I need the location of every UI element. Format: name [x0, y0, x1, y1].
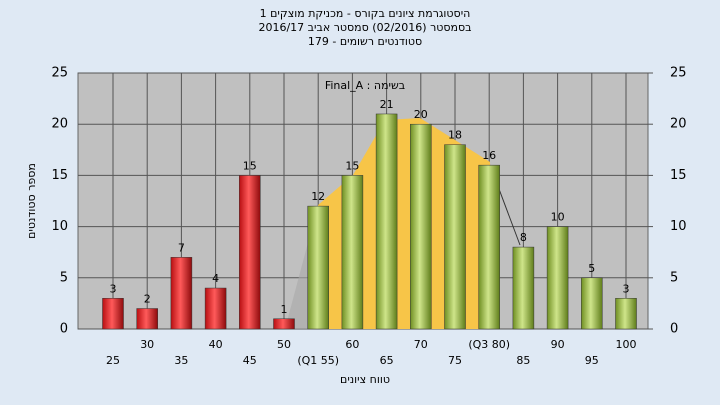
value-label: 1: [281, 303, 288, 316]
y-tick-label: 25: [51, 66, 68, 81]
x-tick-label: 75: [448, 354, 462, 367]
x-axis-label: טווח ציונים: [340, 373, 390, 386]
x-tick-label: 50: [277, 338, 291, 351]
annotation: Final_A : בשימה: [325, 79, 405, 92]
y2-tick-label: 5: [670, 270, 678, 285]
y2-tick-label: 25: [670, 66, 687, 81]
y-axis-label: מספר סטודנטים: [25, 163, 38, 239]
value-label: 3: [623, 282, 630, 295]
value-label: 4: [212, 272, 219, 285]
y2-tick-label: 15: [670, 168, 687, 183]
x-tick-label: 35: [174, 354, 188, 367]
bar: [615, 298, 637, 330]
x-tick-label: 95: [585, 354, 599, 367]
x-tick-label: 40: [209, 338, 223, 351]
y-tick-label: 5: [60, 270, 68, 285]
value-label: 12: [311, 190, 325, 203]
x-tick-label: 85: [516, 354, 530, 367]
x-tick-label: 70: [414, 338, 428, 351]
x-tick-label: 90: [551, 338, 565, 351]
title-line: סטודנטים רשומים - 179: [308, 35, 422, 48]
bar: [341, 175, 364, 330]
y-tick-label: 10: [51, 219, 68, 234]
x-tick-label: 60: [345, 338, 359, 351]
bar: [512, 246, 535, 330]
x-tick-label: (Q3 80): [468, 338, 510, 351]
value-label: 15: [345, 159, 359, 172]
bar: [102, 298, 124, 330]
value-label: 8: [520, 231, 527, 244]
bar: [136, 308, 158, 330]
bar: [273, 318, 295, 330]
bar: [444, 144, 466, 330]
y2-tick-label: 10: [670, 219, 687, 234]
y-tick-label: 20: [51, 117, 68, 132]
value-label: 20: [414, 108, 428, 121]
x-tick-label: 65: [380, 354, 394, 367]
value-label: 7: [178, 241, 185, 254]
x-tick-label: 30: [140, 338, 154, 351]
value-label: 15: [243, 159, 257, 172]
value-label: 5: [588, 262, 595, 275]
title-line: היסטוגרמת ציונים בקורס - מכניקת מוצקים 1: [260, 7, 471, 20]
value-label: 21: [380, 98, 394, 111]
value-label: 16: [482, 149, 496, 162]
bar: [546, 226, 569, 330]
value-label: 3: [110, 282, 117, 295]
bar: [410, 123, 432, 330]
x-tick-label: 100: [616, 338, 637, 351]
y-tick-label: 0: [60, 322, 68, 337]
bar: [239, 175, 261, 330]
bar: [581, 277, 603, 330]
bar: [170, 257, 193, 330]
x-tick-label: 25: [106, 354, 120, 367]
y2-tick-label: 0: [670, 322, 678, 337]
y-tick-label: 15: [51, 168, 68, 183]
title-line: בסמסטר (02/2016) סמסטר אביב 2016/17: [258, 21, 471, 34]
x-tick-label: 45: [243, 354, 257, 367]
value-label: 18: [448, 129, 462, 142]
bar: [375, 113, 398, 330]
value-label: 2: [144, 293, 151, 306]
bar: [204, 287, 227, 330]
bar: [307, 205, 329, 330]
bar: [478, 164, 500, 330]
x-tick-label: (Q1 55): [297, 354, 339, 367]
value-label: 10: [551, 211, 565, 224]
y2-tick-label: 20: [670, 117, 687, 132]
